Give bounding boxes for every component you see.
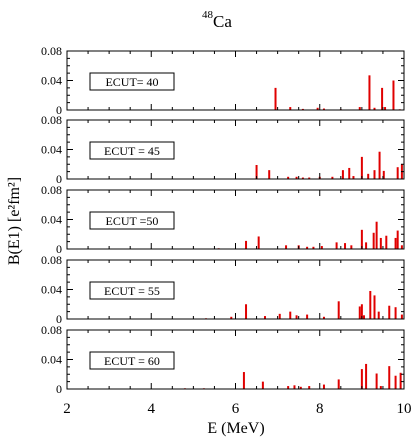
panel-1: 0 0.04 0.08 ECUT= 40 (41, 44, 405, 117)
panel-label: ECUT= 40 (105, 75, 158, 89)
panel-3: 0 0.04 0.08 ECUT =50 (41, 183, 405, 256)
x-axis-title: E (MeV) (207, 420, 264, 437)
panel-label: ECUT =50 (106, 214, 159, 228)
y-axis-title: B(E1) [e²fm²] (6, 177, 23, 265)
panels-group: 0 0.04 0.08 ECUT= 40 0 0.04 0.08 ECUT = 45 0 0.04… (41, 44, 405, 396)
title-superscript: 48 (202, 9, 214, 21)
panel-label: ECUT = 60 (104, 354, 160, 368)
y-tick-label: 0.08 (41, 183, 62, 197)
y-tick-label: 0.04 (41, 143, 62, 157)
y-tick-label: 0.04 (41, 353, 62, 367)
x-tick-label: 10 (397, 401, 412, 417)
y-tick-label: 0 (56, 242, 62, 256)
x-axis-tick-labels: 2 4 6 8 10 (63, 401, 411, 417)
y-tick-label: 0 (56, 103, 62, 117)
y-tick-label: 0.04 (41, 74, 62, 88)
y-tick-label: 0.08 (41, 44, 62, 58)
panel-label-box (89, 72, 175, 91)
y-tick-label: 0 (56, 312, 62, 326)
x-tick-label: 4 (148, 401, 156, 417)
y-tick-label: 0.04 (41, 283, 62, 297)
panel-label-box (89, 281, 175, 300)
y-tick-label: 0 (56, 382, 62, 396)
panel-5: 0 0.04 0.08 ECUT = 60 (41, 323, 405, 396)
panel-label-box (89, 351, 175, 370)
panel-4: 0 0.04 0.08 ECUT = 55 (41, 253, 405, 326)
panel-label: ECUT = 55 (104, 284, 160, 298)
x-tick-label: 6 (232, 401, 240, 417)
x-tick-label: 2 (63, 401, 71, 417)
chart-title: 48Ca (202, 9, 232, 31)
y-tick-label: 0 (56, 172, 62, 186)
y-tick-label: 0.08 (41, 113, 62, 127)
y-tick-label: 0.08 (41, 323, 62, 337)
panel-2: 0 0.04 0.08 ECUT = 45 (41, 113, 405, 186)
panel-label-box (89, 211, 175, 230)
y-tick-label: 0.08 (41, 253, 62, 267)
panel-label: ECUT = 45 (104, 144, 160, 158)
y-tick-label: 0.04 (41, 213, 62, 227)
title-main: Ca (213, 12, 232, 31)
panel-label-box (89, 141, 175, 160)
x-tick-label: 8 (316, 401, 324, 417)
